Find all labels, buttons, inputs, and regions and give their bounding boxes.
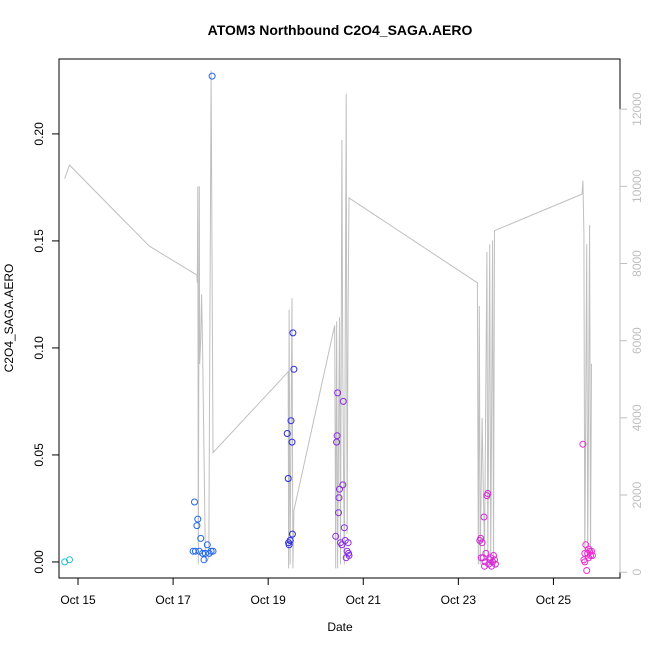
data-point bbox=[581, 558, 589, 566]
data-point bbox=[334, 389, 342, 397]
x-axis: Oct 15 Oct 17 Oct 19 Oct 21 Oct 23 Oct 25 bbox=[60, 577, 572, 607]
data-point bbox=[287, 417, 295, 425]
x-tick-label: Oct 23 bbox=[441, 593, 477, 607]
y-tick-label: 0.00 bbox=[32, 550, 46, 574]
data-point bbox=[477, 534, 485, 542]
data-point bbox=[484, 490, 492, 497]
data-point bbox=[585, 545, 593, 553]
y2-tick-label: 10000 bbox=[630, 169, 644, 203]
y2-tick-label: 12000 bbox=[630, 92, 644, 126]
data-point bbox=[283, 430, 291, 437]
x-tick-label: Oct 17 bbox=[155, 593, 191, 607]
data-point bbox=[288, 530, 296, 538]
data-point bbox=[587, 552, 594, 559]
data-point bbox=[491, 560, 499, 568]
y-tick-label: 0.05 bbox=[32, 443, 46, 467]
x-tick-label: Oct 19 bbox=[251, 593, 287, 607]
y2-tick-label: 0 bbox=[630, 569, 644, 576]
y-axis-left: 0.00 0.05 0.10 0.15 0.20 bbox=[32, 122, 60, 574]
y2-tick-label: 2000 bbox=[630, 481, 644, 508]
data-point bbox=[191, 498, 198, 506]
data-point bbox=[482, 549, 490, 557]
y2-tick-label: 6000 bbox=[630, 327, 644, 354]
data-point bbox=[209, 547, 217, 555]
data-point bbox=[344, 539, 352, 547]
data-point bbox=[286, 537, 294, 544]
altitude-line-layer bbox=[64, 70, 592, 569]
data-point bbox=[477, 554, 485, 562]
data-point bbox=[490, 552, 497, 559]
data-point bbox=[66, 556, 73, 564]
data-points-layer bbox=[61, 72, 596, 574]
data-point bbox=[208, 72, 216, 80]
x-tick-label: Oct 15 bbox=[60, 593, 96, 607]
data-point bbox=[288, 438, 296, 446]
data-point bbox=[478, 539, 486, 547]
data-point bbox=[480, 513, 488, 521]
data-point bbox=[194, 515, 202, 523]
data-point bbox=[197, 534, 205, 542]
data-point bbox=[339, 481, 347, 489]
data-point bbox=[588, 552, 596, 559]
data-point bbox=[488, 562, 496, 570]
y-axis-label: C2O4_SAGA.AERO bbox=[2, 264, 16, 373]
data-point bbox=[191, 547, 199, 555]
data-point bbox=[491, 556, 498, 564]
data-point bbox=[199, 549, 207, 557]
data-point bbox=[332, 532, 340, 540]
x-tick-label: Oct 21 bbox=[346, 593, 382, 607]
y-tick-label: 0.15 bbox=[32, 229, 46, 253]
data-point bbox=[339, 397, 347, 405]
data-point bbox=[335, 509, 342, 517]
data-point bbox=[207, 547, 215, 555]
data-point bbox=[335, 494, 343, 502]
data-point bbox=[336, 485, 343, 493]
data-point bbox=[203, 541, 211, 549]
data-point bbox=[289, 329, 297, 337]
data-point bbox=[481, 562, 488, 570]
data-point bbox=[290, 365, 298, 373]
y2-tick-label: 4000 bbox=[630, 404, 644, 431]
data-point bbox=[338, 541, 346, 549]
y-tick-label: 0.20 bbox=[32, 122, 46, 146]
data-point bbox=[193, 522, 201, 530]
x-axis-label: Date bbox=[327, 620, 353, 634]
chart-title: ATOM3 Northbound C2O4_SAGA.AERO bbox=[208, 22, 473, 38]
x-tick-label: Oct 25 bbox=[536, 593, 572, 607]
altitude-line bbox=[64, 70, 592, 569]
data-point bbox=[345, 552, 353, 559]
data-point bbox=[585, 554, 593, 562]
data-point bbox=[284, 475, 292, 482]
data-point bbox=[285, 541, 293, 549]
data-point bbox=[333, 432, 341, 440]
data-point bbox=[200, 556, 208, 564]
data-point bbox=[205, 549, 213, 557]
data-point bbox=[579, 440, 587, 448]
y-axis-right: 0 2000 4000 6000 8000 10000 12000 bbox=[619, 92, 644, 576]
data-point bbox=[583, 567, 591, 574]
data-point bbox=[340, 524, 348, 532]
y2-tick-label: 8000 bbox=[630, 250, 644, 277]
y-tick-label: 0.10 bbox=[32, 336, 46, 360]
data-point bbox=[481, 558, 489, 566]
